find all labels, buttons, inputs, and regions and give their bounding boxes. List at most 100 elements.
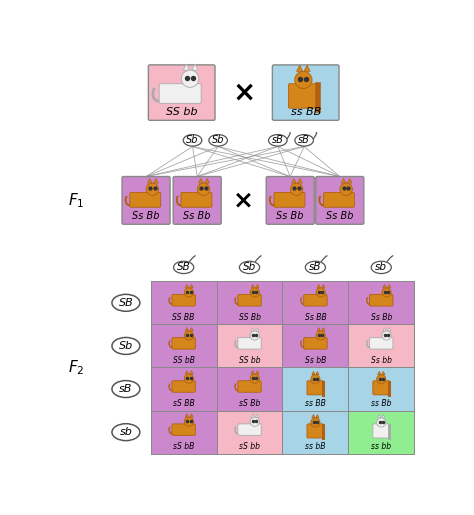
Circle shape (382, 288, 391, 297)
FancyBboxPatch shape (159, 84, 201, 104)
Polygon shape (199, 179, 203, 183)
Bar (151, 410, 217, 454)
Circle shape (250, 417, 259, 426)
Text: SS bB: SS bB (173, 356, 195, 365)
Text: SS bb: SS bb (166, 107, 198, 117)
Circle shape (250, 374, 259, 383)
FancyBboxPatch shape (266, 177, 314, 224)
Text: Ss Bb: Ss Bb (276, 211, 304, 221)
Circle shape (290, 183, 303, 195)
Text: Ss Bb: Ss Bb (326, 211, 354, 221)
FancyBboxPatch shape (172, 424, 195, 435)
Ellipse shape (112, 295, 140, 311)
Text: Sb: Sb (212, 135, 224, 145)
Ellipse shape (112, 424, 140, 441)
Bar (348, 410, 414, 454)
FancyBboxPatch shape (172, 295, 195, 306)
Ellipse shape (183, 134, 202, 146)
Text: ×: × (233, 188, 254, 212)
Circle shape (184, 288, 193, 297)
Polygon shape (383, 285, 386, 288)
Polygon shape (185, 414, 189, 417)
Text: SS Bb: SS Bb (238, 313, 261, 322)
Text: ss bb: ss bb (371, 442, 392, 451)
Text: sB: sB (298, 135, 310, 145)
Text: sB: sB (309, 262, 322, 272)
Polygon shape (383, 328, 386, 331)
Text: SB: SB (177, 262, 191, 272)
Polygon shape (190, 371, 193, 374)
Text: Ss Bb: Ss Bb (132, 211, 160, 221)
Text: $F_1$: $F_1$ (68, 191, 84, 210)
Circle shape (182, 70, 199, 88)
FancyBboxPatch shape (307, 424, 324, 438)
Polygon shape (251, 414, 255, 417)
Polygon shape (341, 179, 346, 183)
Polygon shape (317, 328, 320, 331)
Circle shape (311, 375, 320, 384)
FancyBboxPatch shape (122, 177, 170, 224)
Bar (348, 281, 414, 324)
Bar (283, 368, 348, 410)
Text: Sb: Sb (186, 135, 199, 145)
Text: sb: sb (119, 427, 132, 437)
Text: sS bb: sS bb (239, 442, 260, 451)
Ellipse shape (295, 134, 313, 146)
FancyBboxPatch shape (370, 338, 393, 349)
FancyBboxPatch shape (324, 193, 355, 207)
Text: ss Bb: ss Bb (371, 399, 392, 408)
Polygon shape (192, 64, 198, 70)
Polygon shape (388, 285, 391, 288)
Bar (151, 281, 217, 324)
FancyBboxPatch shape (238, 424, 261, 435)
Bar (217, 281, 283, 324)
Bar (151, 324, 217, 368)
Polygon shape (154, 179, 158, 183)
Polygon shape (185, 328, 189, 331)
Polygon shape (322, 328, 325, 331)
Text: Sb: Sb (119, 341, 133, 351)
Text: SB: SB (118, 298, 133, 308)
FancyBboxPatch shape (373, 381, 390, 395)
FancyBboxPatch shape (274, 193, 305, 207)
Circle shape (184, 331, 193, 340)
Circle shape (377, 418, 386, 427)
Polygon shape (183, 64, 190, 70)
Ellipse shape (371, 261, 392, 273)
Text: SS BB: SS BB (173, 313, 195, 322)
Text: sb: sb (375, 262, 387, 272)
Text: Ss Bb: Ss Bb (183, 211, 211, 221)
Text: ×: × (232, 79, 255, 107)
Polygon shape (185, 371, 189, 374)
Ellipse shape (112, 337, 140, 354)
Polygon shape (382, 415, 385, 418)
Text: ss BB: ss BB (305, 399, 326, 408)
Ellipse shape (239, 261, 260, 273)
Polygon shape (185, 285, 189, 288)
Circle shape (295, 72, 312, 89)
Polygon shape (316, 415, 319, 418)
Bar (348, 368, 414, 410)
Bar (283, 324, 348, 368)
Bar (283, 281, 348, 324)
FancyBboxPatch shape (181, 193, 212, 207)
Text: $F_2$: $F_2$ (68, 358, 84, 377)
FancyBboxPatch shape (238, 295, 261, 306)
Polygon shape (304, 65, 310, 72)
Text: Ss Bb: Ss Bb (371, 313, 392, 322)
Polygon shape (297, 65, 303, 72)
Circle shape (250, 288, 259, 297)
Text: Ss BB: Ss BB (304, 313, 326, 322)
Polygon shape (256, 328, 259, 331)
Bar (348, 324, 414, 368)
Polygon shape (256, 414, 259, 417)
Circle shape (250, 331, 259, 340)
FancyBboxPatch shape (172, 338, 195, 349)
Polygon shape (322, 285, 325, 288)
Polygon shape (256, 285, 259, 288)
Polygon shape (256, 371, 259, 374)
FancyBboxPatch shape (238, 338, 261, 349)
FancyBboxPatch shape (304, 338, 327, 349)
FancyBboxPatch shape (373, 424, 390, 438)
FancyBboxPatch shape (130, 193, 161, 207)
